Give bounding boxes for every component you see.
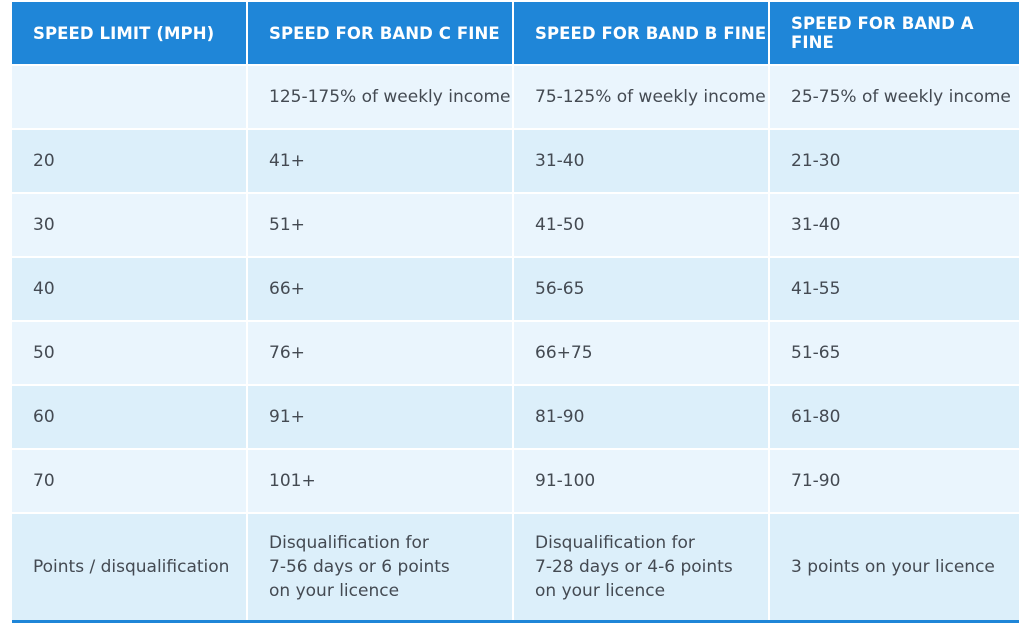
table-cell: Points / disqualification xyxy=(12,512,248,623)
table-cell xyxy=(12,64,248,129)
table-cell: 50 xyxy=(12,320,248,385)
table-cell: 101+ xyxy=(247,448,514,513)
table-row: 50 76+ 66+75 51-65 xyxy=(12,320,1019,385)
header-row: SPEED LIMIT (MPH) SPEED FOR BAND C FINE … xyxy=(12,2,1019,65)
table-cell: Disqualification for 7-28 days or 4-6 po… xyxy=(513,512,770,623)
table-row: 70 101+ 91-100 71-90 xyxy=(12,448,1019,513)
header-band-b: SPEED FOR BAND B FINE xyxy=(513,2,770,65)
table-row: 125-175% of weekly income 75-125% of wee… xyxy=(12,64,1019,129)
table-cell: 66+75 xyxy=(513,320,770,385)
table-cell: 20 xyxy=(12,128,248,193)
speeding-fines-table: SPEED LIMIT (MPH) SPEED FOR BAND C FINE … xyxy=(12,2,1019,623)
table-cell: 25-75% of weekly income xyxy=(769,64,1019,129)
table-body: 125-175% of weekly income 75-125% of wee… xyxy=(12,64,1019,623)
table-cell: 41+ xyxy=(247,128,514,193)
table-cell: 31-40 xyxy=(769,192,1019,257)
table-row: 40 66+ 56-65 41-55 xyxy=(12,256,1019,321)
table-cell: 51-65 xyxy=(769,320,1019,385)
table-row: Points / disqualification Disqualificati… xyxy=(12,512,1019,623)
table-cell: 30 xyxy=(12,192,248,257)
table-cell: 41-50 xyxy=(513,192,770,257)
table-row: 30 51+ 41-50 31-40 xyxy=(12,192,1019,257)
table-cell: 40 xyxy=(12,256,248,321)
table-cell: 56-65 xyxy=(513,256,770,321)
table-cell: 21-30 xyxy=(769,128,1019,193)
table-header: SPEED LIMIT (MPH) SPEED FOR BAND C FINE … xyxy=(12,2,1019,65)
table-cell: Disqualification for 7-56 days or 6 poin… xyxy=(247,512,514,623)
table-cell: 125-175% of weekly income xyxy=(247,64,514,129)
table-cell: 81-90 xyxy=(513,384,770,449)
table-cell: 31-40 xyxy=(513,128,770,193)
table-cell: 76+ xyxy=(247,320,514,385)
header-band-a: SPEED FOR BAND A FINE xyxy=(769,2,1019,65)
table-cell: 91-100 xyxy=(513,448,770,513)
table-cell: 66+ xyxy=(247,256,514,321)
table-row: 60 91+ 81-90 61-80 xyxy=(12,384,1019,449)
header-band-c: SPEED FOR BAND C FINE xyxy=(247,2,514,65)
table-cell: 3 points on your licence xyxy=(769,512,1019,623)
table-cell: 71-90 xyxy=(769,448,1019,513)
table-cell: 41-55 xyxy=(769,256,1019,321)
table-cell: 75-125% of weekly income xyxy=(513,64,770,129)
table-cell: 70 xyxy=(12,448,248,513)
table-cell: 51+ xyxy=(247,192,514,257)
table-cell: 91+ xyxy=(247,384,514,449)
table-cell: 60 xyxy=(12,384,248,449)
header-speed-limit: SPEED LIMIT (MPH) xyxy=(12,2,248,65)
table-row: 20 41+ 31-40 21-30 xyxy=(12,128,1019,193)
table-cell: 61-80 xyxy=(769,384,1019,449)
